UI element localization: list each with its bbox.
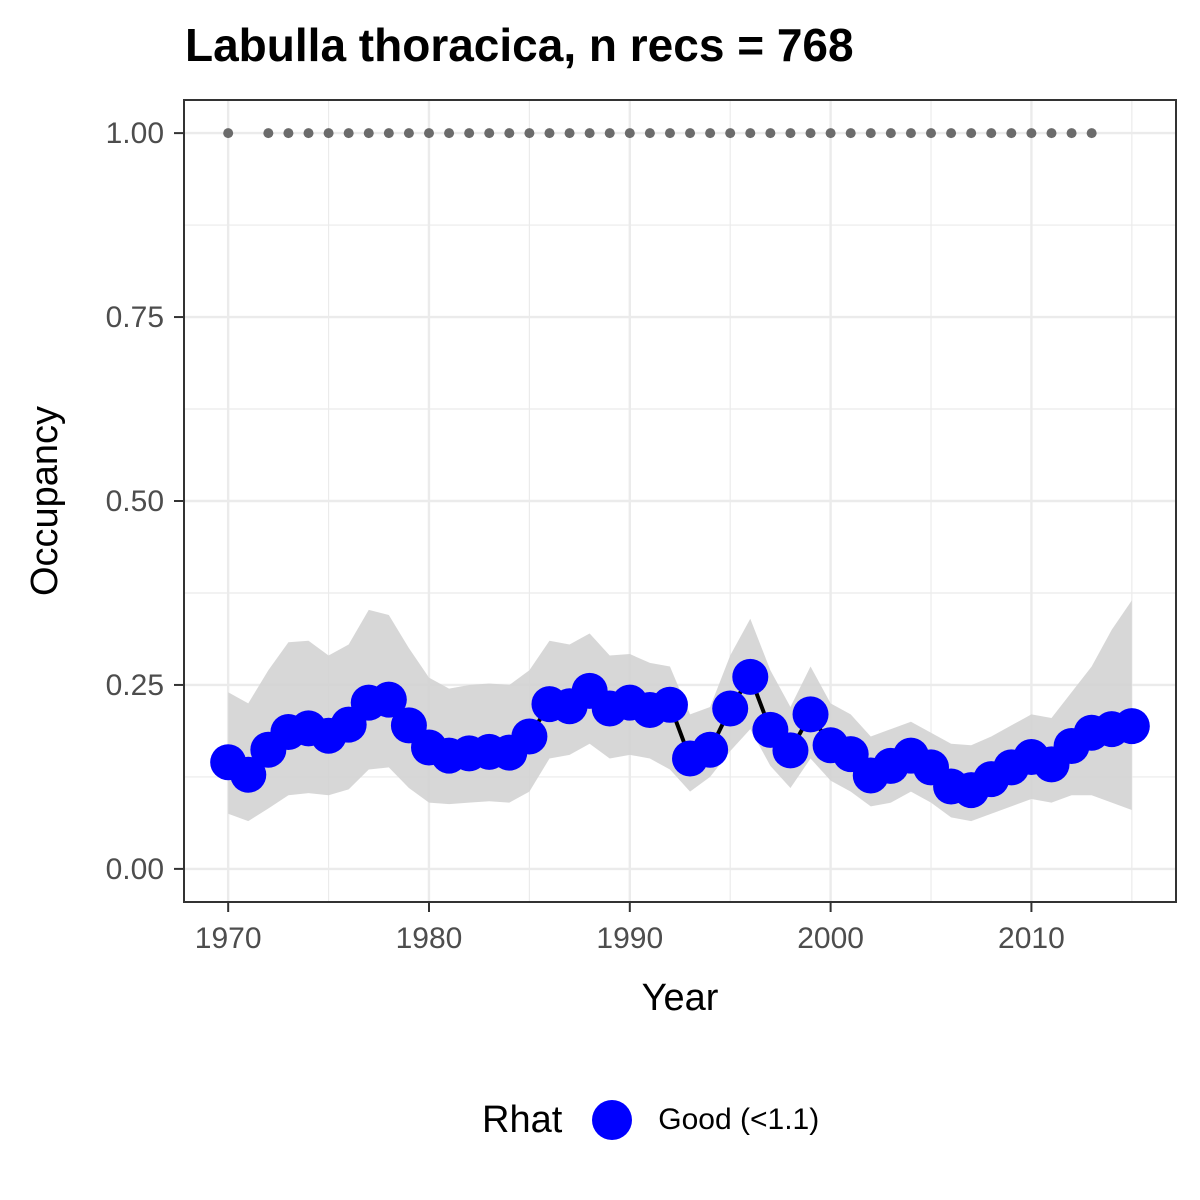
record-point [303,128,314,139]
record-point [584,128,595,139]
record-point [283,128,294,139]
record-point [484,128,495,139]
occupancy-point [732,658,769,695]
record-point [383,128,394,139]
x-tick-label: 1980 [396,922,463,955]
record-point [745,128,756,139]
record-point [986,128,997,139]
x-tick-label: 2010 [998,922,1065,955]
y-tick-label: 0.00 [106,853,164,886]
record-point [323,128,334,139]
y-tick-label: 0.50 [106,485,164,518]
record-point [785,128,796,139]
record-point [504,128,515,139]
record-point [624,128,635,139]
record-point [564,128,575,139]
axis-ticks: 1970 1980 1990 2000 2010 0.00 0.25 0.50 0.75 1.00 [106,117,1065,955]
legend-title: Rhat [482,1098,563,1141]
occupancy-point [792,696,829,733]
occupancy-point [230,756,267,793]
record-point [544,128,555,139]
occupancy-point [772,732,809,769]
record-point [604,128,615,139]
record-point [946,128,957,139]
occupancy-points [210,658,1150,809]
record-point [885,128,896,139]
record-point [644,128,655,139]
x-tick-label: 1970 [195,922,262,955]
occupancy-point [692,731,729,768]
legend-label-good: Good (<1.1) [658,1103,820,1136]
record-point [865,128,876,139]
record-point [765,128,776,139]
record-point [825,128,836,139]
x-axis-title: Year [642,977,719,1019]
record-point [1046,128,1057,139]
record-point [1006,128,1017,139]
record-point [1066,128,1077,139]
occupancy-point [1113,708,1150,745]
legend-key-good [592,1100,633,1140]
record-point [805,128,816,139]
record-point [524,128,535,139]
record-points [223,128,1097,139]
record-point [464,128,475,139]
occupancy-point [712,690,749,727]
y-tick-label: 0.75 [106,301,164,334]
y-tick-label: 1.00 [106,117,164,150]
record-point [725,128,736,139]
record-point [223,128,234,139]
record-point [845,128,856,139]
chart-title: Labulla thoracica, n recs = 768 [185,19,854,71]
record-point [664,128,675,139]
record-point [966,128,977,139]
occupancy-point [370,681,407,718]
x-tick-label: 1990 [596,922,663,955]
record-point [423,128,434,139]
record-point [363,128,374,139]
record-point [705,128,716,139]
record-point [403,128,414,139]
y-axis-title: Occupancy [24,406,66,596]
record-point [926,128,937,139]
y-tick-label: 0.25 [106,669,164,702]
record-point [444,128,455,139]
occupancy-point [511,718,548,755]
x-tick-label: 2000 [797,922,864,955]
record-point [263,128,274,139]
occupancy-point [651,686,688,723]
record-point [1026,128,1037,139]
record-point [1086,128,1097,139]
legend: Rhat Good (<1.1) [482,1095,819,1145]
record-point [685,128,696,139]
record-point [343,128,354,139]
record-point [905,128,916,139]
